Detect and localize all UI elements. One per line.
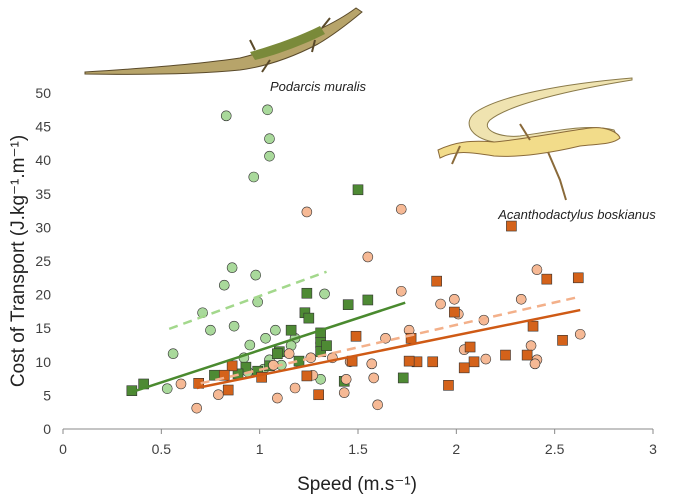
point (541, 273, 553, 285)
point (218, 279, 230, 291)
point (574, 328, 586, 340)
point (289, 382, 301, 394)
point (468, 356, 480, 368)
point (175, 378, 187, 390)
point (213, 389, 224, 401)
point (458, 362, 470, 374)
point (352, 184, 364, 196)
point (319, 288, 330, 300)
point (350, 330, 362, 342)
point (226, 360, 238, 372)
x-tick-label: 1 (256, 441, 264, 457)
point (340, 373, 352, 385)
point (362, 251, 374, 263)
point (283, 348, 295, 360)
point (500, 349, 511, 361)
point (303, 312, 315, 324)
point (529, 358, 541, 370)
trend-line (196, 308, 581, 390)
point (531, 264, 543, 276)
point (372, 399, 383, 411)
point (301, 370, 313, 382)
point (435, 298, 446, 310)
point (338, 387, 350, 399)
x-axis-title: Speed (m.s⁻¹) (297, 474, 417, 495)
y-tick-label: 50 (35, 85, 51, 101)
point (272, 348, 283, 360)
x-tick-label: 0 (59, 441, 67, 457)
point (397, 372, 409, 384)
trend-line (131, 301, 406, 394)
point (572, 272, 584, 284)
point (443, 380, 454, 391)
point (395, 203, 407, 215)
point (260, 332, 271, 344)
trend-line (168, 270, 327, 331)
point (250, 269, 262, 281)
point (362, 294, 374, 306)
y-tick-label: 20 (35, 287, 51, 303)
lizard-acanthodactylus (437, 77, 633, 201)
y-tick-label: 35 (35, 186, 51, 202)
y-tick-label: 30 (35, 219, 51, 235)
lizard-podarcis (84, 7, 363, 75)
point (527, 320, 539, 332)
point (262, 104, 273, 116)
x-tick-label: 0.5 (152, 441, 172, 457)
point (270, 324, 281, 336)
y-tick-label: 10 (35, 354, 51, 370)
y-tick-label: 40 (35, 152, 51, 168)
point (220, 110, 232, 122)
point (515, 294, 527, 305)
point (226, 262, 238, 274)
point (228, 320, 240, 332)
point (205, 324, 216, 336)
point (449, 294, 460, 305)
point (301, 206, 313, 218)
point (191, 402, 203, 414)
point (368, 372, 380, 384)
point (366, 358, 378, 370)
y-tick-label: 45 (35, 119, 51, 135)
x-tick-label: 3 (649, 441, 657, 457)
x-tick-label: 2 (452, 441, 460, 457)
point (264, 150, 275, 162)
point (431, 275, 442, 287)
point (272, 392, 283, 404)
annotation: Podarcis muralis (270, 79, 367, 94)
point (161, 383, 173, 394)
point (395, 285, 407, 297)
point (427, 356, 439, 368)
x-tick-label: 1.5 (348, 441, 368, 457)
point (301, 287, 313, 299)
y-tick-label: 25 (35, 253, 51, 269)
point (521, 349, 533, 361)
y-tick-label: 0 (43, 421, 51, 437)
point (264, 133, 275, 144)
point (403, 355, 415, 367)
point (480, 353, 492, 365)
point (321, 340, 332, 351)
y-axis-title: Cost of Transport (J.kg⁻¹.m⁻¹) (8, 135, 29, 387)
point (222, 384, 234, 396)
point (557, 334, 568, 346)
point (506, 220, 517, 232)
point (256, 371, 267, 383)
x-tick-label: 2.5 (545, 441, 565, 457)
point (248, 171, 260, 183)
y-tick-label: 5 (43, 387, 51, 403)
point (525, 340, 537, 351)
trend-line (200, 295, 581, 385)
y-tick-label: 15 (35, 320, 51, 336)
point (244, 339, 256, 351)
point (167, 348, 179, 360)
point (285, 324, 297, 336)
point (342, 299, 354, 310)
annotation: Acanthodactylus boskianus (497, 207, 656, 222)
point (464, 341, 476, 353)
point (449, 306, 460, 318)
point (313, 389, 324, 401)
point (218, 369, 230, 381)
